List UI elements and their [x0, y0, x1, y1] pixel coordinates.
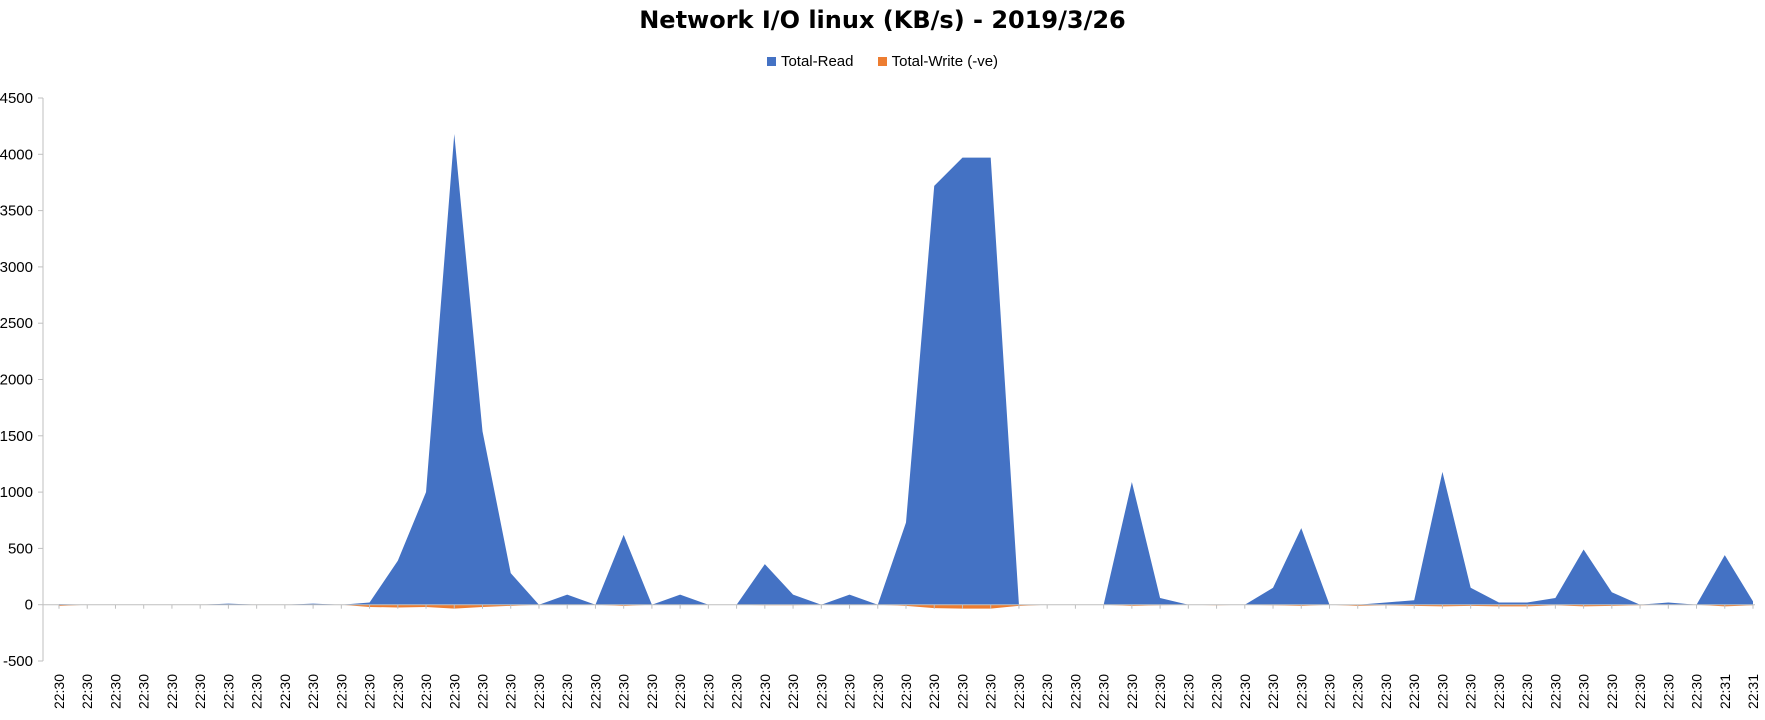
x-tick-label: 22:30 [1689, 674, 1705, 709]
x-tick-label: 22:30 [220, 674, 236, 709]
x-tick-label: 22:30 [164, 674, 180, 709]
x-tick-label: 22:30 [1463, 674, 1479, 709]
x-tick-label: 22:30 [51, 674, 67, 709]
x-tick-label: 22:30 [700, 674, 716, 709]
x-tick-label: 22:30 [1604, 674, 1620, 709]
x-tick-label: 22:30 [1039, 674, 1055, 709]
x-tick-label: 22:30 [813, 674, 829, 709]
x-tick-label: 22:30 [446, 674, 462, 709]
x-tick-label: 22:30 [1406, 674, 1422, 709]
y-tick-label: -500 [3, 653, 33, 670]
x-tick-label: 22:30 [1180, 674, 1196, 709]
x-tick-label: 22:30 [79, 674, 95, 709]
x-tick-label: 22:30 [418, 674, 434, 709]
y-tick-label: 3000 [0, 259, 33, 276]
x-tick-label: 22:30 [559, 674, 575, 709]
y-tick-label: 1000 [0, 484, 33, 501]
legend-item-write: Total-Write (-ve) [877, 52, 999, 72]
x-tick-label: 22:30 [1576, 674, 1592, 709]
x-tick-label: 22:30 [136, 674, 152, 709]
legend-label-write: Total-Write (-ve) [891, 53, 999, 70]
x-tick-label: 22:30 [1265, 674, 1281, 709]
x-tick-label: 22:30 [898, 674, 914, 709]
y-tick-label: 2500 [0, 315, 33, 332]
x-tick-label: 22:30 [1293, 674, 1309, 709]
y-tick-label: 2000 [0, 372, 33, 389]
x-tick-label: 22:30 [757, 674, 773, 709]
x-tick-label: 22:30 [672, 674, 688, 709]
x-tick-label: 22:30 [503, 674, 519, 709]
y-tick-label: 1500 [0, 428, 33, 445]
x-tick-label: 22:30 [107, 674, 123, 709]
x-tick-label: 22:30 [1152, 674, 1168, 709]
x-tick-label: 22:30 [1632, 674, 1648, 709]
x-tick-label: 22:30 [1519, 674, 1535, 709]
x-tick-label: 22:31 [1717, 674, 1733, 709]
x-tick-label: 22:30 [1096, 674, 1112, 709]
y-tick-label: 3500 [0, 203, 33, 220]
x-tick-label: 22:30 [1067, 674, 1083, 709]
series-area-total-read [59, 134, 1753, 605]
x-tick-label: 22:30 [587, 674, 603, 709]
x-tick-label: 22:30 [926, 674, 942, 709]
x-tick-label: 22:30 [1011, 674, 1027, 709]
x-tick-label: 22:30 [475, 674, 491, 709]
x-tick-label: 22:30 [616, 674, 632, 709]
x-tick-label: 22:30 [333, 674, 349, 709]
x-tick-label: 22:30 [842, 674, 858, 709]
x-tick-label: 22:30 [1322, 674, 1338, 709]
x-tick-label: 22:30 [1434, 674, 1450, 709]
chart-legend: Total-Read Total-Write (-ve) [0, 52, 1765, 72]
x-tick-label: 22:30 [362, 674, 378, 709]
x-tick-label: 22:30 [1350, 674, 1366, 709]
legend-swatch-write [877, 57, 887, 66]
x-tick-label: 22:30 [249, 674, 265, 709]
y-tick-label: 4000 [0, 146, 33, 163]
x-tick-label: 22:30 [305, 674, 321, 709]
series-areas [59, 134, 1753, 609]
x-tick-label: 22:30 [1660, 674, 1676, 709]
x-tick-label: 22:30 [1547, 674, 1563, 709]
x-tick-label: 22:30 [1124, 674, 1140, 709]
x-tick-label: 22:30 [954, 674, 970, 709]
legend-label-read: Total-Read [780, 53, 854, 70]
x-tick-label: 22:30 [1237, 674, 1253, 709]
x-tick-label: 22:30 [729, 674, 745, 709]
x-tick-label: 22:30 [983, 674, 999, 709]
y-tick-label: 0 [25, 597, 33, 614]
x-tick-label: 22:30 [531, 674, 547, 709]
x-tick-label: 22:30 [277, 674, 293, 709]
legend-item-read: Total-Read [766, 52, 854, 72]
x-tick-label: 22:30 [785, 674, 801, 709]
x-tick-label: 22:31 [1745, 674, 1761, 709]
x-tick-label: 22:30 [870, 674, 886, 709]
legend-swatch-read [766, 57, 776, 66]
x-axis-ticks: 22:30 22:30 22:30 22:30 22:30 22:30 22:30 22:30… [51, 604, 1761, 709]
x-tick-label: 22:30 [1378, 674, 1394, 709]
x-tick-label: 22:30 [192, 674, 208, 709]
chart-title: Network I/O linux (KB/s) - 2019/3/26 [639, 6, 1126, 34]
y-tick-label: 500 [8, 540, 33, 557]
x-tick-label: 22:30 [390, 674, 406, 709]
x-tick-label: 22:30 [644, 674, 660, 709]
x-tick-label: 22:30 [1209, 674, 1225, 709]
y-axis-ticks: -500 0 500 1000 1500 2000 2500 3000 3500 4000 4500 [0, 90, 43, 670]
x-tick-label: 22:30 [1491, 674, 1507, 709]
y-tick-label: 4500 [0, 90, 33, 107]
